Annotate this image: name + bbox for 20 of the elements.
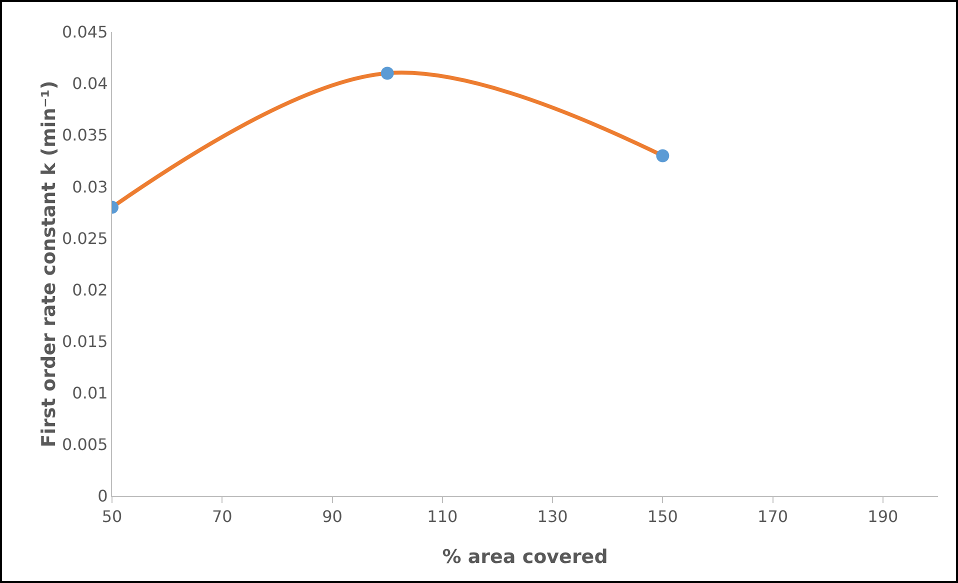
x-tick-label: 90 [322, 507, 342, 526]
x-tick-label: 70 [212, 507, 232, 526]
x-tick-label: 150 [647, 507, 678, 526]
x-tick-label: 110 [427, 507, 458, 526]
x-tick-label: 170 [758, 507, 788, 526]
y-tick-label: 0.045 [62, 22, 108, 42]
y-tick-label: 0.005 [62, 435, 108, 454]
x-axis-title: % area covered [442, 546, 608, 568]
y-tick-label: 0.015 [62, 332, 108, 351]
y-tick-label: 0.04 [72, 74, 108, 94]
y-axis-title: First order rate constant k (min⁻¹) [38, 80, 60, 448]
y-tick-label: 0.025 [62, 228, 108, 248]
y-tick-label: 0.02 [72, 280, 108, 300]
x-tick-label: 190 [868, 507, 898, 526]
y-tick-label: 0.035 [62, 126, 108, 145]
x-tick-label: 130 [537, 507, 568, 526]
y-tick-label: 0.01 [72, 383, 108, 402]
y-tick-label: 0 [98, 486, 108, 506]
x-tick-label: 50 [102, 507, 122, 526]
y-tick-label: 0.03 [72, 177, 108, 196]
